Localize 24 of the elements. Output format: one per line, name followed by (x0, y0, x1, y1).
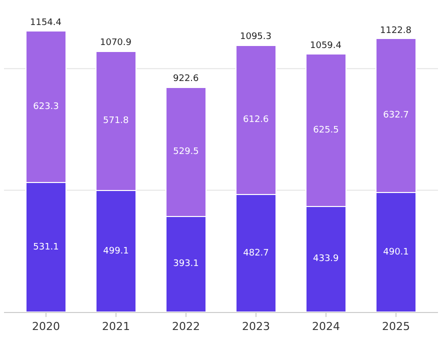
total-label: 1070.9 (100, 38, 132, 48)
total-label: 1154.4 (30, 18, 62, 28)
data-label: 632.7 (383, 110, 409, 121)
data-label: 571.8 (102, 116, 130, 126)
data-label: 612.6 (242, 114, 270, 125)
data-label: 499.1 (103, 246, 129, 256)
total-label: 922.6 (173, 74, 200, 84)
total-label: 1122.8 (380, 26, 412, 36)
data-label: 433.9 (312, 254, 340, 264)
data-label: 625.5 (313, 125, 339, 136)
data-label: 490.1 (383, 247, 409, 258)
x-tick-label: 2024 (312, 320, 340, 334)
x-tick-label: 2023 (242, 320, 270, 334)
data-label: 531.1 (33, 242, 59, 252)
x-tick-label: 2022 (172, 320, 200, 334)
data-label: 623.3 (33, 102, 59, 112)
total-label: 1095.3 (240, 32, 272, 42)
x-tick-label: 2025 (382, 320, 410, 334)
data-label: 393.1 (173, 259, 199, 270)
x-tick-label: 2020 (32, 320, 60, 334)
data-label: 529.5 (173, 146, 199, 157)
x-tick-label: 2021 (102, 320, 130, 334)
total-label: 1059.4 (310, 41, 342, 51)
data-label: 482.7 (243, 248, 269, 258)
